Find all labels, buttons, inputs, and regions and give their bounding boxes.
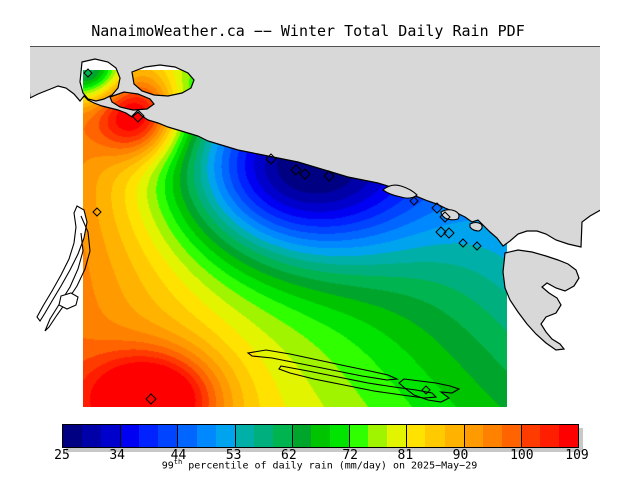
colorbar-segment <box>177 425 197 447</box>
station-markers <box>83 68 482 405</box>
colorbar-tick-label: 100 <box>510 448 534 463</box>
station-diamond-marker <box>265 153 277 165</box>
southeast-island <box>502 249 580 351</box>
station-diamond-marker <box>439 211 451 223</box>
station-diamond-marker <box>83 68 93 78</box>
colorbar-tick-line <box>406 425 408 447</box>
sliver-island <box>44 215 91 332</box>
colorbar-segment <box>444 425 464 447</box>
coastal-islet <box>440 209 460 221</box>
colorbar-tick-line <box>463 425 465 447</box>
colorbar-segment <box>196 425 216 447</box>
colorbar-tick-label: 109 <box>565 448 589 463</box>
station-diamond-marker <box>92 207 102 217</box>
colorbar-segment <box>63 425 83 447</box>
colorbar-segment <box>482 425 502 447</box>
caption-superscript: th <box>173 458 183 466</box>
colorbar-tick-label: 62 <box>281 448 297 463</box>
station-diamond-marker <box>131 109 145 123</box>
coastal-islet <box>382 184 418 199</box>
colorbar-segment <box>215 425 235 447</box>
colorbar-segment <box>425 425 445 447</box>
station-diamond-marker <box>443 227 455 239</box>
colorbar-segment <box>501 425 521 447</box>
plot-title: NanaimoWeather.ca −− Winter Total Daily … <box>91 22 525 40</box>
colorbar-tick-line <box>291 425 293 447</box>
colorbar-segment <box>120 425 140 447</box>
caption-number: 99 <box>161 460 174 472</box>
colorbar-segment <box>330 425 350 447</box>
station-diamond-marker <box>323 170 335 182</box>
colorbar-segment <box>539 425 560 447</box>
colorbar-segment <box>253 425 273 447</box>
caption-text: percentile of daily rain (mm/day) on 202… <box>182 460 478 472</box>
colorbar-tick-line <box>234 425 236 447</box>
station-diamond-marker <box>435 226 447 238</box>
station-diamond-marker <box>299 168 311 180</box>
colorbar-tick-line <box>520 425 522 447</box>
colorbar-tick-label: 81 <box>397 448 414 463</box>
island-outline <box>278 365 438 399</box>
island-outline <box>246 349 400 381</box>
colorbar-segment <box>158 425 178 447</box>
colorbar-tick-line <box>349 425 351 447</box>
colorbar-tick-label: 34 <box>109 448 125 463</box>
colorbar-segment <box>349 425 369 447</box>
colorbar-tick-label: 90 <box>452 448 469 463</box>
colorbar-tick-label: 25 <box>54 448 70 463</box>
coastal-islet <box>469 221 483 232</box>
station-diamond-marker <box>290 164 302 176</box>
colorbar-segment <box>311 425 331 447</box>
colorbar-segment <box>368 425 388 447</box>
colorbar-segment <box>520 425 540 447</box>
mainland-landmass <box>30 46 600 248</box>
colorbar-tick-label: 44 <box>170 448 187 463</box>
colorbar-segment <box>82 425 102 447</box>
colorbar-segment <box>101 425 121 447</box>
station-diamond-marker <box>472 241 482 251</box>
colorbar-segment <box>559 425 579 447</box>
colorbar-caption: 99th percentile of daily rain (mm/day) o… <box>62 458 577 471</box>
colorbar-segment <box>291 425 312 447</box>
small-islet <box>58 292 79 310</box>
colorbar-segment <box>139 425 159 447</box>
colorbar-segment <box>406 425 426 447</box>
station-diamond-marker <box>431 202 443 214</box>
colorbar-segment <box>234 425 254 447</box>
station-diamond-marker <box>458 238 468 248</box>
rain-colorbar <box>62 424 579 448</box>
colorbar-segment <box>387 425 407 447</box>
station-diamond-marker <box>145 393 157 405</box>
colorbar-segment <box>463 425 483 447</box>
colorbar-tick-label: 72 <box>342 448 358 463</box>
station-diamond-marker <box>409 196 419 206</box>
colorbar-tick-label: 53 <box>225 448 242 463</box>
station-diamond-marker <box>421 385 431 395</box>
island-outline <box>398 378 461 403</box>
colorbar-tick-line <box>177 425 179 447</box>
colorbar-segment <box>272 425 292 447</box>
colorbar-tick-line <box>120 425 122 447</box>
